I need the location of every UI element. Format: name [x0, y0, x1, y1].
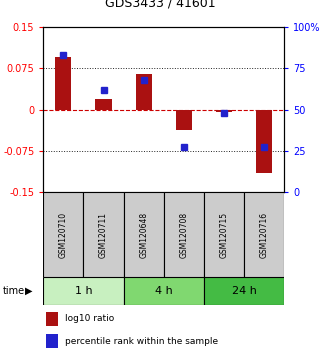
Bar — [135, 74, 152, 109]
Bar — [95, 98, 111, 109]
Bar — [204, 192, 244, 277]
Bar — [43, 277, 124, 305]
Text: 1 h: 1 h — [75, 286, 92, 296]
Bar — [176, 109, 192, 130]
Bar — [124, 277, 204, 305]
Bar — [43, 192, 83, 277]
Text: GSM120710: GSM120710 — [59, 211, 68, 258]
Text: GSM120716: GSM120716 — [259, 211, 269, 258]
Text: percentile rank within the sample: percentile rank within the sample — [65, 337, 218, 346]
Bar — [216, 109, 232, 112]
Bar — [244, 192, 284, 277]
Text: 24 h: 24 h — [231, 286, 256, 296]
Bar — [204, 277, 284, 305]
Bar — [164, 192, 204, 277]
Text: GSM120648: GSM120648 — [139, 211, 148, 258]
Text: 4 h: 4 h — [155, 286, 173, 296]
Bar — [83, 192, 124, 277]
Bar — [55, 57, 71, 109]
Bar — [124, 192, 164, 277]
Text: GDS3433 / 41601: GDS3433 / 41601 — [105, 0, 216, 9]
Text: GSM120715: GSM120715 — [219, 211, 229, 258]
Bar — [256, 109, 272, 173]
Bar — [46, 335, 58, 348]
Bar — [46, 312, 58, 326]
Text: GSM120708: GSM120708 — [179, 211, 188, 258]
Text: time: time — [3, 286, 25, 296]
Text: GSM120711: GSM120711 — [99, 211, 108, 257]
Text: log10 ratio: log10 ratio — [65, 314, 114, 323]
Text: ▶: ▶ — [25, 286, 32, 296]
